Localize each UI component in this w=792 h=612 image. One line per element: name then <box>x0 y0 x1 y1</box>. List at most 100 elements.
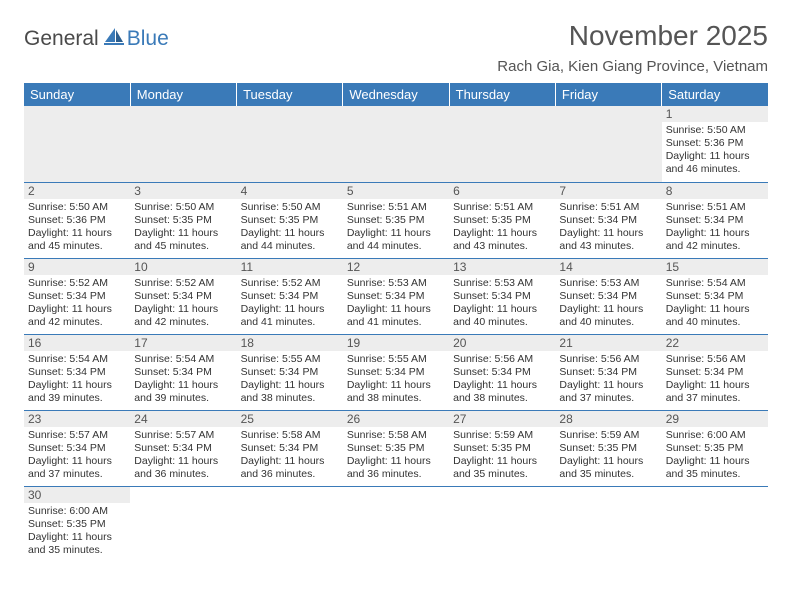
day-number: 21 <box>555 335 661 351</box>
sunset-line: Sunset: 5:34 PM <box>134 366 232 379</box>
calendar-day-cell: 16Sunrise: 5:54 AMSunset: 5:34 PMDayligh… <box>24 334 130 410</box>
weekday-header: Friday <box>555 83 661 106</box>
sunrise-line: Sunrise: 5:52 AM <box>241 277 339 290</box>
day-details: Sunrise: 5:53 AMSunset: 5:34 PMDaylight:… <box>343 275 449 333</box>
sunset-line: Sunset: 5:34 PM <box>241 366 339 379</box>
calendar-empty-cell <box>24 106 130 182</box>
logo-text-dark: General <box>24 27 99 51</box>
daylight-line: Daylight: 11 hours and 36 minutes. <box>134 455 232 481</box>
day-number: 18 <box>237 335 343 351</box>
daylight-line: Daylight: 11 hours and 35 minutes. <box>666 455 764 481</box>
day-number: 11 <box>237 259 343 275</box>
day-number: 15 <box>662 259 768 275</box>
sunrise-line: Sunrise: 5:55 AM <box>241 353 339 366</box>
day-details: Sunrise: 6:00 AMSunset: 5:35 PMDaylight:… <box>662 427 768 485</box>
calendar-day-cell: 7Sunrise: 5:51 AMSunset: 5:34 PMDaylight… <box>555 182 661 258</box>
weekday-header: Wednesday <box>343 83 449 106</box>
daylight-line: Daylight: 11 hours and 36 minutes. <box>241 455 339 481</box>
day-details: Sunrise: 5:55 AMSunset: 5:34 PMDaylight:… <box>237 351 343 409</box>
calendar-day-cell: 20Sunrise: 5:56 AMSunset: 5:34 PMDayligh… <box>449 334 555 410</box>
sunrise-line: Sunrise: 5:55 AM <box>347 353 445 366</box>
daylight-line: Daylight: 11 hours and 42 minutes. <box>28 303 126 329</box>
daylight-line: Daylight: 11 hours and 45 minutes. <box>134 227 232 253</box>
day-details: Sunrise: 5:54 AMSunset: 5:34 PMDaylight:… <box>130 351 236 409</box>
day-number: 10 <box>130 259 236 275</box>
daylight-line: Daylight: 11 hours and 38 minutes. <box>241 379 339 405</box>
calendar-day-cell: 17Sunrise: 5:54 AMSunset: 5:34 PMDayligh… <box>130 334 236 410</box>
daylight-line: Daylight: 11 hours and 44 minutes. <box>347 227 445 253</box>
daylight-line: Daylight: 11 hours and 38 minutes. <box>453 379 551 405</box>
day-details: Sunrise: 5:51 AMSunset: 5:35 PMDaylight:… <box>449 199 555 257</box>
title-block: November 2025 Rach Gia, Kien Giang Provi… <box>497 20 768 75</box>
calendar-page: General Blue November 2025 Rach Gia, Kie… <box>0 0 792 582</box>
sunrise-line: Sunrise: 6:00 AM <box>666 429 764 442</box>
calendar-row: 1Sunrise: 5:50 AMSunset: 5:36 PMDaylight… <box>24 106 768 182</box>
day-number: 25 <box>237 411 343 427</box>
calendar-day-cell: 13Sunrise: 5:53 AMSunset: 5:34 PMDayligh… <box>449 258 555 334</box>
calendar-empty-cell <box>343 486 449 562</box>
sunrise-line: Sunrise: 5:51 AM <box>347 201 445 214</box>
calendar-day-cell: 2Sunrise: 5:50 AMSunset: 5:36 PMDaylight… <box>24 182 130 258</box>
calendar-day-cell: 11Sunrise: 5:52 AMSunset: 5:34 PMDayligh… <box>237 258 343 334</box>
daylight-line: Daylight: 11 hours and 45 minutes. <box>28 227 126 253</box>
day-details: Sunrise: 5:51 AMSunset: 5:35 PMDaylight:… <box>343 199 449 257</box>
sunrise-line: Sunrise: 5:51 AM <box>559 201 657 214</box>
logo-text-blue: Blue <box>127 27 169 51</box>
daylight-line: Daylight: 11 hours and 37 minutes. <box>666 379 764 405</box>
day-number: 3 <box>130 183 236 199</box>
sunrise-line: Sunrise: 5:53 AM <box>559 277 657 290</box>
sunrise-line: Sunrise: 5:59 AM <box>453 429 551 442</box>
sunset-line: Sunset: 5:34 PM <box>666 290 764 303</box>
calendar-empty-cell <box>449 486 555 562</box>
day-details: Sunrise: 5:56 AMSunset: 5:34 PMDaylight:… <box>662 351 768 409</box>
calendar-day-cell: 28Sunrise: 5:59 AMSunset: 5:35 PMDayligh… <box>555 410 661 486</box>
day-number: 19 <box>343 335 449 351</box>
daylight-line: Daylight: 11 hours and 40 minutes. <box>453 303 551 329</box>
month-title: November 2025 <box>497 20 768 52</box>
day-number: 7 <box>555 183 661 199</box>
sunset-line: Sunset: 5:35 PM <box>241 214 339 227</box>
calendar-empty-cell <box>555 486 661 562</box>
day-number: 12 <box>343 259 449 275</box>
calendar-day-cell: 9Sunrise: 5:52 AMSunset: 5:34 PMDaylight… <box>24 258 130 334</box>
sunrise-line: Sunrise: 5:50 AM <box>134 201 232 214</box>
day-details: Sunrise: 5:58 AMSunset: 5:34 PMDaylight:… <box>237 427 343 485</box>
day-details: Sunrise: 5:57 AMSunset: 5:34 PMDaylight:… <box>130 427 236 485</box>
day-details: Sunrise: 6:00 AMSunset: 5:35 PMDaylight:… <box>24 503 130 561</box>
sunrise-line: Sunrise: 5:58 AM <box>241 429 339 442</box>
day-number: 16 <box>24 335 130 351</box>
day-number: 17 <box>130 335 236 351</box>
calendar-day-cell: 14Sunrise: 5:53 AMSunset: 5:34 PMDayligh… <box>555 258 661 334</box>
day-number: 5 <box>343 183 449 199</box>
calendar-empty-cell <box>130 106 236 182</box>
calendar-day-cell: 3Sunrise: 5:50 AMSunset: 5:35 PMDaylight… <box>130 182 236 258</box>
day-number: 9 <box>24 259 130 275</box>
sunset-line: Sunset: 5:34 PM <box>559 366 657 379</box>
calendar-empty-cell <box>237 106 343 182</box>
day-number: 30 <box>24 487 130 503</box>
sunrise-line: Sunrise: 5:52 AM <box>134 277 232 290</box>
daylight-line: Daylight: 11 hours and 40 minutes. <box>559 303 657 329</box>
day-details: Sunrise: 5:53 AMSunset: 5:34 PMDaylight:… <box>555 275 661 333</box>
day-details: Sunrise: 5:56 AMSunset: 5:34 PMDaylight:… <box>449 351 555 409</box>
calendar-empty-cell <box>555 106 661 182</box>
calendar-day-cell: 4Sunrise: 5:50 AMSunset: 5:35 PMDaylight… <box>237 182 343 258</box>
day-number: 1 <box>662 106 768 122</box>
sunrise-line: Sunrise: 5:51 AM <box>453 201 551 214</box>
calendar-day-cell: 18Sunrise: 5:55 AMSunset: 5:34 PMDayligh… <box>237 334 343 410</box>
day-number: 13 <box>449 259 555 275</box>
day-number: 2 <box>24 183 130 199</box>
sunset-line: Sunset: 5:34 PM <box>28 366 126 379</box>
calendar-day-cell: 10Sunrise: 5:52 AMSunset: 5:34 PMDayligh… <box>130 258 236 334</box>
daylight-line: Daylight: 11 hours and 35 minutes. <box>453 455 551 481</box>
day-details: Sunrise: 5:50 AMSunset: 5:36 PMDaylight:… <box>24 199 130 257</box>
calendar-day-cell: 19Sunrise: 5:55 AMSunset: 5:34 PMDayligh… <box>343 334 449 410</box>
weekday-header: Sunday <box>24 83 130 106</box>
daylight-line: Daylight: 11 hours and 37 minutes. <box>559 379 657 405</box>
sunrise-line: Sunrise: 5:50 AM <box>241 201 339 214</box>
daylight-line: Daylight: 11 hours and 43 minutes. <box>559 227 657 253</box>
day-details: Sunrise: 5:59 AMSunset: 5:35 PMDaylight:… <box>449 427 555 485</box>
calendar-empty-cell <box>449 106 555 182</box>
day-number: 24 <box>130 411 236 427</box>
calendar-day-cell: 23Sunrise: 5:57 AMSunset: 5:34 PMDayligh… <box>24 410 130 486</box>
